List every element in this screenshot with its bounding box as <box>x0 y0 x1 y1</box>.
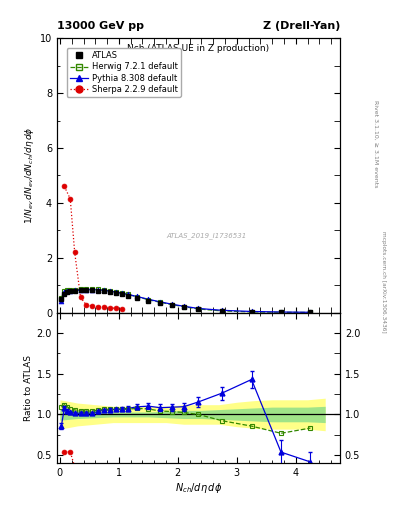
Y-axis label: Ratio to ATLAS: Ratio to ATLAS <box>24 355 33 421</box>
X-axis label: $N_{ch}/d\eta\,d\phi$: $N_{ch}/d\eta\,d\phi$ <box>175 481 222 495</box>
Text: Nch (ATLAS UE in Z production): Nch (ATLAS UE in Z production) <box>127 44 270 53</box>
Text: 13000 GeV pp: 13000 GeV pp <box>57 20 144 31</box>
Text: Z (Drell-Yan): Z (Drell-Yan) <box>263 20 340 31</box>
Legend: ATLAS, Herwig 7.2.1 default, Pythia 8.308 default, Sherpa 2.2.9 default: ATLAS, Herwig 7.2.1 default, Pythia 8.30… <box>67 48 181 97</box>
Text: Rivet 3.1.10, ≥ 3.1M events: Rivet 3.1.10, ≥ 3.1M events <box>373 100 378 187</box>
Y-axis label: $1/N_{ev}\,dN_{ev}/dN_{ch}/d\eta\,d\phi$: $1/N_{ev}\,dN_{ev}/dN_{ch}/d\eta\,d\phi$ <box>23 126 36 224</box>
Text: ATLAS_2019_I1736531: ATLAS_2019_I1736531 <box>167 232 247 239</box>
Text: mcplots.cern.ch [arXiv:1306.3436]: mcplots.cern.ch [arXiv:1306.3436] <box>381 231 386 332</box>
